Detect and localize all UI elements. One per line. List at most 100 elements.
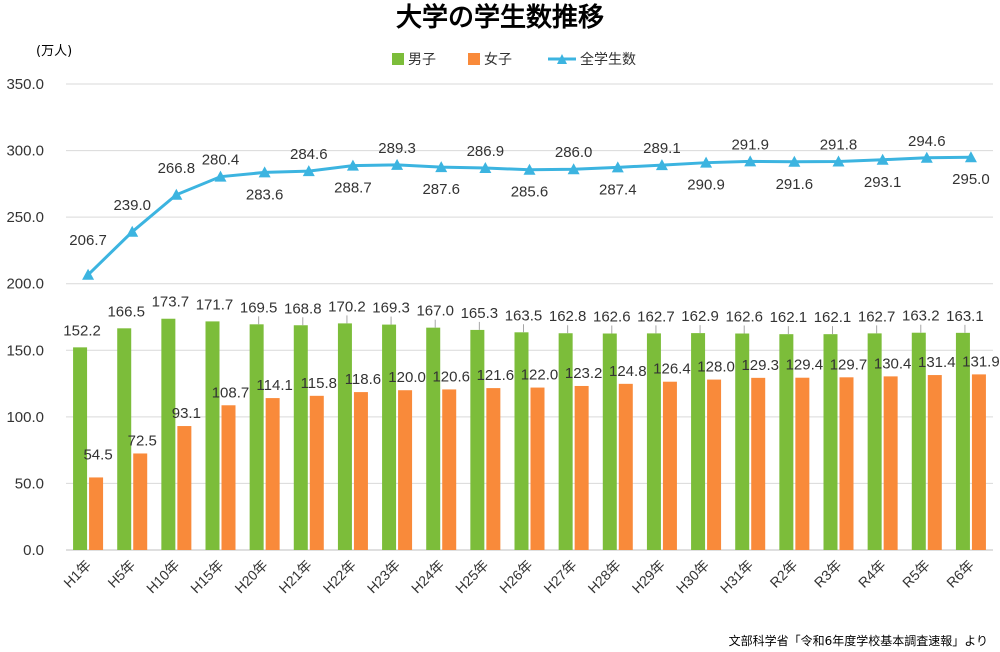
data-label-male: 168.8	[284, 300, 322, 317]
data-label-male: 169.5	[240, 299, 278, 316]
total-marker	[391, 158, 404, 170]
y-tick-label: 200.0	[6, 276, 44, 293]
bar-male	[867, 333, 882, 550]
data-label-female: 129.3	[741, 357, 779, 374]
legend-swatch-male	[392, 53, 404, 65]
total-marker	[126, 225, 139, 237]
data-label-female: 121.6	[477, 367, 515, 384]
bar-female	[89, 477, 104, 550]
bar-male	[514, 332, 529, 550]
data-label-male: 162.1	[814, 309, 852, 326]
x-tick-label: H30年	[673, 557, 712, 596]
data-label-total: 286.9	[467, 143, 505, 160]
data-label-total: 287.4	[599, 181, 637, 198]
total-marker	[523, 163, 536, 175]
data-label-male: 162.7	[858, 308, 896, 325]
bar-female	[618, 383, 633, 550]
bar-female	[707, 379, 722, 550]
total-marker	[744, 155, 757, 167]
data-label-female: 115.8	[301, 375, 337, 392]
data-label-male: 170.2	[328, 298, 366, 315]
y-tick-label: 250.0	[6, 209, 44, 226]
legend-marker-total	[557, 54, 567, 64]
data-label-female: 130.4	[874, 355, 912, 372]
total-marker	[611, 161, 624, 173]
x-tick-label: H21年	[276, 557, 315, 596]
data-label-total: 286.0	[555, 144, 593, 161]
gridlines	[66, 83, 993, 551]
data-label-male: 162.6	[593, 309, 631, 326]
source-note: 文部科学省「令和6年度学校基本調査速報」より	[729, 633, 988, 648]
data-label-total: 266.8	[158, 160, 196, 177]
data-label-female: 128.0	[697, 359, 735, 376]
data-label-male: 173.7	[152, 294, 190, 311]
bar-male	[779, 334, 794, 550]
total-marker	[832, 155, 845, 167]
data-label-total: 288.7	[334, 180, 372, 197]
bar-female	[309, 395, 324, 550]
bar-female	[398, 390, 413, 550]
legend-label-female: 女子	[484, 51, 512, 68]
data-label-total: 206.7	[69, 232, 107, 249]
bar-male	[205, 321, 220, 550]
x-tick-label: H27年	[540, 557, 579, 596]
data-label-total: 291.8	[820, 136, 858, 153]
data-labels: 152.2 54.5 166.5 72.5 173.7 93.1 171.7 108.7 169…	[63, 133, 999, 464]
bar-male	[823, 334, 838, 550]
bars	[73, 318, 986, 550]
bar-female	[839, 377, 854, 550]
x-tick-label: H5年	[104, 557, 138, 591]
legend-label-total: 全学生数	[580, 51, 636, 68]
data-label-male: 163.1	[946, 308, 984, 325]
data-label-total: 283.6	[246, 186, 284, 203]
data-label-female: 131.4	[918, 354, 956, 371]
data-label-female: 93.1	[172, 405, 201, 422]
bar-female	[442, 389, 457, 550]
total-marker	[788, 155, 801, 167]
data-label-male: 166.5	[107, 303, 145, 320]
total-marker	[567, 163, 580, 175]
data-label-female: 124.8	[609, 363, 647, 380]
data-label-male: 167.0	[416, 303, 454, 320]
data-label-male: 163.2	[902, 308, 940, 325]
data-label-total: 293.1	[864, 174, 902, 191]
data-label-male: 163.5	[505, 307, 543, 324]
data-label-total: 291.6	[776, 176, 814, 193]
bar-male	[646, 333, 661, 550]
data-label-male: 162.9	[681, 308, 719, 325]
data-label-total: 294.6	[908, 133, 946, 150]
data-label-male: 165.3	[461, 305, 499, 322]
data-label-male: 162.8	[549, 308, 587, 325]
total-marker	[964, 151, 977, 163]
bar-male	[470, 329, 485, 550]
y-tick-label: 100.0	[6, 409, 44, 426]
total-marker	[170, 188, 183, 200]
data-label-total: 290.9	[687, 177, 725, 194]
total-marker	[876, 153, 889, 165]
data-label-female: 122.0	[521, 367, 559, 384]
total-marker	[700, 156, 713, 168]
data-label-female: 123.2	[565, 365, 603, 382]
bar-female	[177, 426, 192, 550]
total-marker	[302, 165, 315, 177]
data-label-total: 285.6	[511, 184, 549, 201]
data-label-total: 239.0	[113, 197, 151, 214]
x-tick-label: H10年	[143, 557, 182, 596]
y-axis-unit: (万人)	[36, 44, 72, 59]
y-tick-label: 150.0	[6, 342, 44, 359]
data-label-female: 131.9	[962, 353, 1000, 370]
bar-male	[602, 333, 617, 550]
total-marker	[258, 166, 271, 178]
x-tick-label: R6年	[943, 557, 977, 591]
bar-female	[971, 374, 986, 550]
bar-female	[530, 387, 545, 550]
bar-male	[249, 324, 264, 550]
x-tick-label: H31年	[717, 557, 756, 596]
bar-female	[883, 376, 898, 550]
y-axis-ticks: 0.0 50.0 100.0 150.0 200.0 250.0 300.0 350.0	[6, 76, 44, 559]
data-label-male: 162.7	[637, 308, 675, 325]
x-tick-label: R2年	[767, 557, 801, 591]
x-tick-label: R3年	[811, 557, 845, 591]
bar-male	[382, 324, 397, 550]
